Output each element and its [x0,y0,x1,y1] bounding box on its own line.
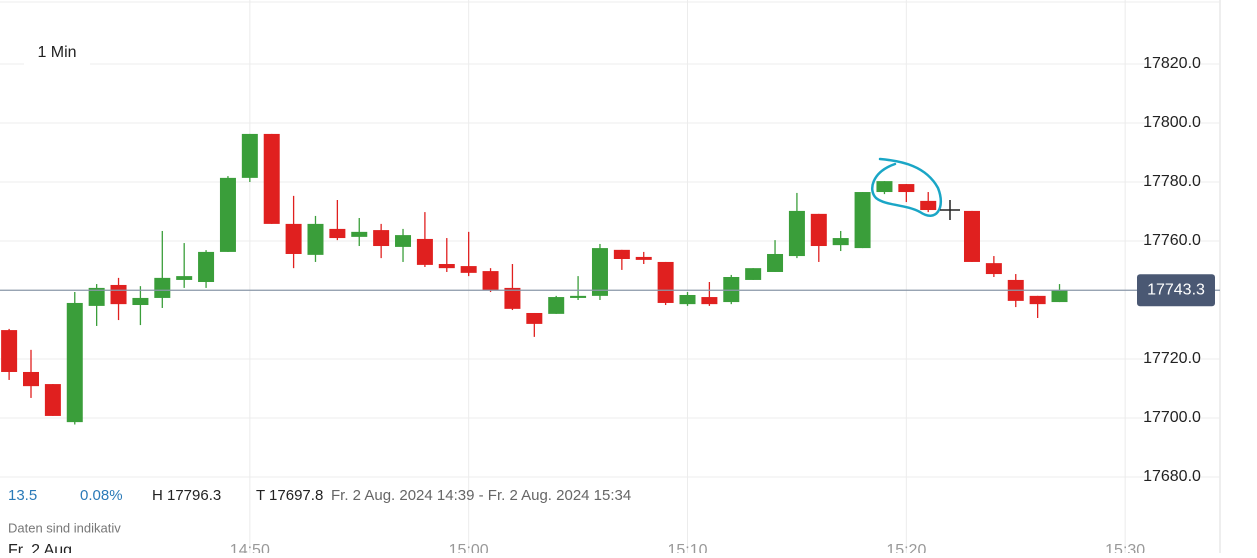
candle-body [482,271,499,290]
candle-body [66,302,83,423]
x-tick-label: 15:30 [1105,542,1145,553]
last-price-label: 17743.3 [1147,281,1205,298]
candle-body [810,213,827,247]
y-tick-label: 17800.0 [1143,114,1201,131]
candle-body [395,235,412,247]
candle-body [985,263,1002,275]
candle-body [701,297,718,305]
candle-body [1,330,18,372]
change: 13.5 [8,487,37,504]
annotation-circle [871,157,943,217]
candle-body [154,277,171,298]
candle-body [963,210,980,262]
y-tick-label: 17680.0 [1143,468,1201,485]
candle-body [920,200,937,211]
candle-body [898,184,915,193]
candle-body [176,276,193,280]
candle-body [723,276,740,303]
candle-body [351,231,368,237]
last-price-box [1137,274,1215,307]
candle-body [526,312,543,324]
candle-body [285,223,302,254]
low: T 17697.8 [256,487,323,504]
y-tick-label: 17780.0 [1143,173,1201,190]
note: Daten sind indikativ [8,520,121,535]
x-tick-label: 15:00 [449,542,489,553]
candle-body [679,294,696,305]
x-tick-label: 15:10 [667,542,707,553]
interval-button-bg[interactable] [24,38,90,68]
candle-body [416,238,433,265]
candle-body [132,297,149,306]
candle-body [88,287,105,306]
y-tick-label: 17700.0 [1143,409,1201,426]
interval-button[interactable]: 1 Min [37,44,76,61]
candle-body [570,295,587,298]
candle-body [876,181,893,193]
candle-body [438,264,455,269]
change-percent: 0.08% [80,487,123,504]
y-tick-label: 17760.0 [1143,232,1201,249]
candle-body [745,268,762,280]
high: H 17796.3 [152,487,221,504]
candle-body [548,297,565,314]
candle-body [329,228,346,239]
candle-body [198,251,215,283]
candle-body [307,223,324,255]
candle-body [23,371,40,387]
candle-body [832,238,849,246]
x-tick-label: 14:50 [230,542,270,553]
candle-body [788,210,805,257]
candle-body [1051,289,1068,303]
candle-body [657,261,674,303]
candle-body [767,253,784,272]
y-tick-label: 17820.0 [1143,55,1201,72]
candle-body [635,256,652,260]
candle-body [854,192,871,249]
x-tick-label: 15:20 [886,542,926,553]
candle-body [241,133,258,178]
candle-body [373,230,390,247]
grid [0,0,1220,553]
y-tick-label: 17720.0 [1143,350,1201,367]
candle-body [44,384,61,416]
candle-body [504,287,521,309]
date-range: Fr. 2 Aug. 2024 14:39 - Fr. 2 Aug. 2024 … [331,487,631,504]
candle-body [110,284,127,305]
candles [1,133,1068,425]
date-label: Fr. 2 Aug [8,542,72,553]
candle-body [263,133,280,224]
candle-body [1029,295,1046,305]
candle-body [219,177,236,252]
candle-body [591,248,608,296]
candle-body [460,266,477,273]
candle-body [613,249,630,259]
